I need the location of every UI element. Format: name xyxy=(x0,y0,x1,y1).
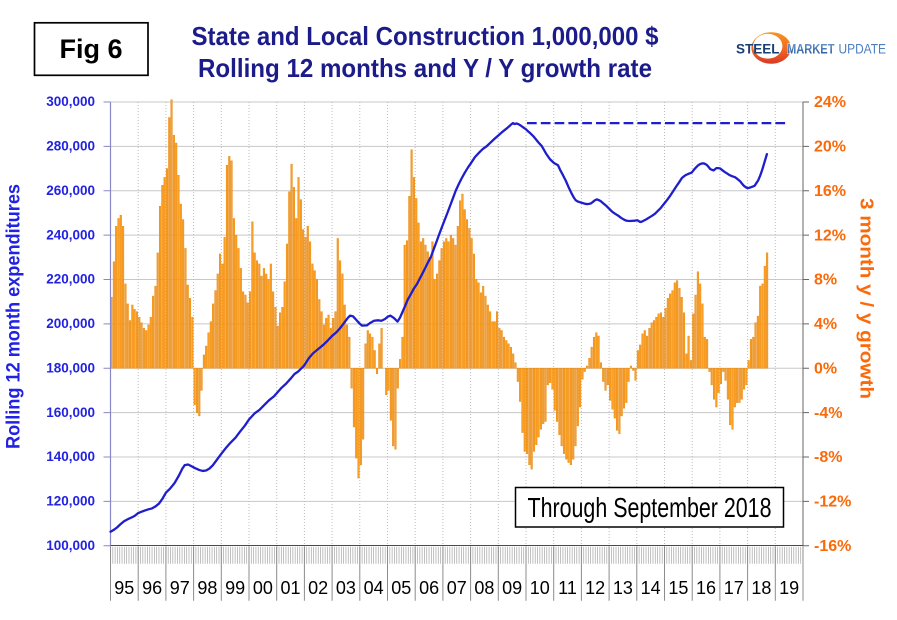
svg-text:24%: 24% xyxy=(814,94,846,111)
svg-text:00: 00 xyxy=(253,578,273,598)
svg-text:11: 11 xyxy=(558,578,577,598)
svg-text:18: 18 xyxy=(751,578,771,598)
svg-text:01: 01 xyxy=(280,578,300,598)
svg-text:17: 17 xyxy=(724,578,744,598)
svg-text:20%: 20% xyxy=(814,139,846,156)
svg-text:220,000: 220,000 xyxy=(46,272,95,287)
svg-text:12%: 12% xyxy=(814,227,846,244)
svg-text:4%: 4% xyxy=(814,316,837,333)
svg-text:-8%: -8% xyxy=(814,449,842,466)
svg-text:State and Local Construction 1: State and Local Construction 1,000,000 $ xyxy=(192,21,659,51)
svg-text:-4%: -4% xyxy=(814,405,842,422)
svg-text:160,000: 160,000 xyxy=(46,405,95,420)
svg-text:260,000: 260,000 xyxy=(46,183,95,198)
svg-text:UPDATE: UPDATE xyxy=(839,41,887,57)
svg-text:3 month y / y growth: 3 month y / y growth xyxy=(857,198,877,399)
svg-text:180,000: 180,000 xyxy=(46,360,95,375)
svg-text:08: 08 xyxy=(474,578,494,598)
svg-text:05: 05 xyxy=(391,578,411,598)
svg-text:02: 02 xyxy=(308,578,328,598)
svg-text:95: 95 xyxy=(114,578,134,598)
svg-text:0%: 0% xyxy=(814,360,837,377)
svg-text:120,000: 120,000 xyxy=(46,494,95,509)
svg-text:STEEL: STEEL xyxy=(736,41,780,57)
svg-text:200,000: 200,000 xyxy=(46,316,95,331)
svg-text:98: 98 xyxy=(197,578,217,598)
svg-text:Rolling 12 month expenditures: Rolling 12 month expenditures xyxy=(4,184,25,449)
svg-text:10: 10 xyxy=(530,578,550,598)
svg-text:16%: 16% xyxy=(814,183,846,200)
svg-text:Fig 6: Fig 6 xyxy=(59,34,122,64)
svg-text:Through September 2018: Through September 2018 xyxy=(528,492,772,523)
svg-text:8%: 8% xyxy=(814,272,837,289)
svg-text:-12%: -12% xyxy=(814,494,851,511)
svg-text:04: 04 xyxy=(364,578,384,598)
svg-text:97: 97 xyxy=(170,578,190,598)
svg-text:240,000: 240,000 xyxy=(46,227,95,242)
svg-text:16: 16 xyxy=(696,578,716,598)
svg-text:96: 96 xyxy=(142,578,162,598)
svg-text:12: 12 xyxy=(585,578,605,598)
svg-text:Rolling 12 months and Y / Y gr: Rolling 12 months and Y / Y growth rate xyxy=(198,53,652,83)
svg-text:100,000: 100,000 xyxy=(46,538,95,553)
svg-text:09: 09 xyxy=(502,578,522,598)
svg-text:99: 99 xyxy=(225,578,245,598)
svg-text:300,000: 300,000 xyxy=(46,94,95,109)
svg-text:06: 06 xyxy=(419,578,439,598)
svg-text:19: 19 xyxy=(779,578,799,598)
svg-text:-16%: -16% xyxy=(814,538,851,555)
svg-text:MARKET: MARKET xyxy=(787,41,835,57)
svg-text:280,000: 280,000 xyxy=(46,139,95,154)
svg-text:03: 03 xyxy=(336,578,356,598)
svg-text:15: 15 xyxy=(668,578,688,598)
svg-text:14: 14 xyxy=(641,578,661,598)
svg-text:07: 07 xyxy=(447,578,467,598)
svg-text:140,000: 140,000 xyxy=(46,449,95,464)
svg-text:13: 13 xyxy=(613,578,633,598)
